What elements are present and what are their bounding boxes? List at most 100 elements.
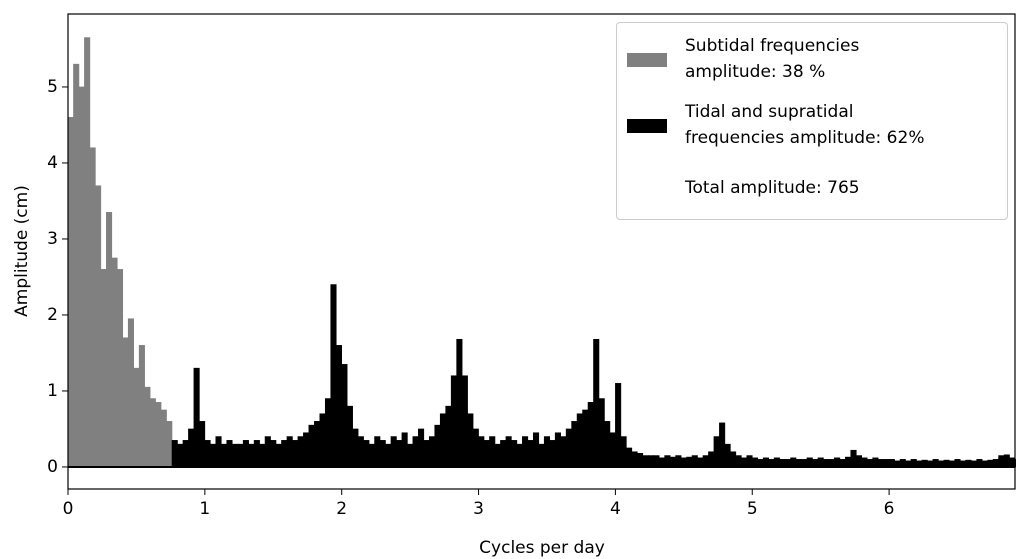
bar xyxy=(385,443,392,468)
bar xyxy=(500,440,507,468)
bar xyxy=(636,452,644,468)
bar xyxy=(697,457,704,468)
bar xyxy=(992,459,999,468)
bar xyxy=(516,443,523,468)
bar xyxy=(100,269,107,468)
bar xyxy=(106,212,113,468)
bar xyxy=(275,443,282,468)
bar xyxy=(149,398,156,468)
bar xyxy=(215,436,222,468)
bar xyxy=(292,440,299,468)
bar xyxy=(762,457,769,468)
bar xyxy=(220,443,228,468)
bar xyxy=(795,459,802,468)
bar xyxy=(582,409,589,468)
bar xyxy=(664,455,671,468)
bar xyxy=(845,456,852,468)
bar xyxy=(489,436,496,468)
bar xyxy=(423,440,430,468)
bar xyxy=(264,436,271,468)
bar xyxy=(801,459,808,468)
bar xyxy=(116,269,124,468)
bar xyxy=(675,455,682,468)
bar xyxy=(166,421,173,468)
y-tick-label: 1 xyxy=(47,381,58,401)
bar xyxy=(341,364,348,468)
bar xyxy=(691,455,698,468)
bar xyxy=(319,413,326,468)
bar xyxy=(456,338,463,468)
bar xyxy=(560,436,567,468)
bar xyxy=(571,421,578,468)
bar xyxy=(483,440,490,468)
bar xyxy=(95,185,102,468)
x-tick-label: 3 xyxy=(473,499,484,519)
bar xyxy=(850,449,857,468)
y-tick-label: 5 xyxy=(47,77,58,97)
bar xyxy=(730,451,737,468)
bar xyxy=(494,443,501,468)
bar xyxy=(155,402,162,468)
bar xyxy=(527,440,534,468)
x-tick-label: 0 xyxy=(63,499,74,519)
bar xyxy=(615,383,622,468)
bar xyxy=(511,440,518,468)
bar xyxy=(226,440,233,468)
bar xyxy=(954,459,961,468)
y-tick-label: 0 xyxy=(47,457,58,477)
bar xyxy=(965,459,972,468)
x-tick-label: 5 xyxy=(747,499,758,519)
bar xyxy=(308,424,315,468)
bar xyxy=(784,459,791,468)
bar xyxy=(549,440,556,468)
bar xyxy=(976,459,983,468)
bar xyxy=(281,440,288,468)
annotation: Total amplitude: 765 xyxy=(685,178,860,198)
bar xyxy=(374,436,381,468)
bar xyxy=(686,456,693,468)
bar xyxy=(899,459,906,468)
bar xyxy=(855,455,863,468)
bar xyxy=(576,413,583,468)
plot-area xyxy=(67,37,1016,468)
bar xyxy=(779,459,786,468)
bar xyxy=(89,147,96,468)
x-axis-label: Cycles per day xyxy=(479,538,605,558)
bar xyxy=(182,440,189,468)
bar xyxy=(418,428,425,468)
bar xyxy=(324,398,332,468)
bar xyxy=(866,459,873,468)
bar xyxy=(790,457,797,468)
bar xyxy=(669,456,676,468)
bar xyxy=(122,337,129,468)
x-tick-label: 4 xyxy=(610,499,621,519)
bar xyxy=(144,386,151,468)
bar xyxy=(73,63,80,468)
bar xyxy=(412,436,419,468)
bar xyxy=(505,436,512,468)
bar xyxy=(708,451,715,468)
bar xyxy=(872,457,879,468)
bar xyxy=(680,457,687,468)
bar xyxy=(188,428,195,468)
bar xyxy=(368,443,375,468)
bar xyxy=(773,457,780,468)
bar xyxy=(78,86,85,468)
bar xyxy=(133,367,140,468)
y-axis-label: Amplitude (cm) xyxy=(12,185,32,317)
bar xyxy=(478,436,485,468)
bar xyxy=(620,436,627,468)
bar xyxy=(757,459,764,468)
bar xyxy=(883,459,890,468)
x-tick-label: 2 xyxy=(336,499,347,519)
legend-swatch xyxy=(627,119,667,133)
bar xyxy=(609,432,616,468)
bar xyxy=(735,455,742,468)
bar xyxy=(593,338,600,468)
bar xyxy=(543,436,551,468)
bar xyxy=(352,428,359,468)
bar xyxy=(297,436,304,468)
bar xyxy=(428,436,436,468)
bar xyxy=(943,459,950,468)
bar xyxy=(998,455,1005,468)
